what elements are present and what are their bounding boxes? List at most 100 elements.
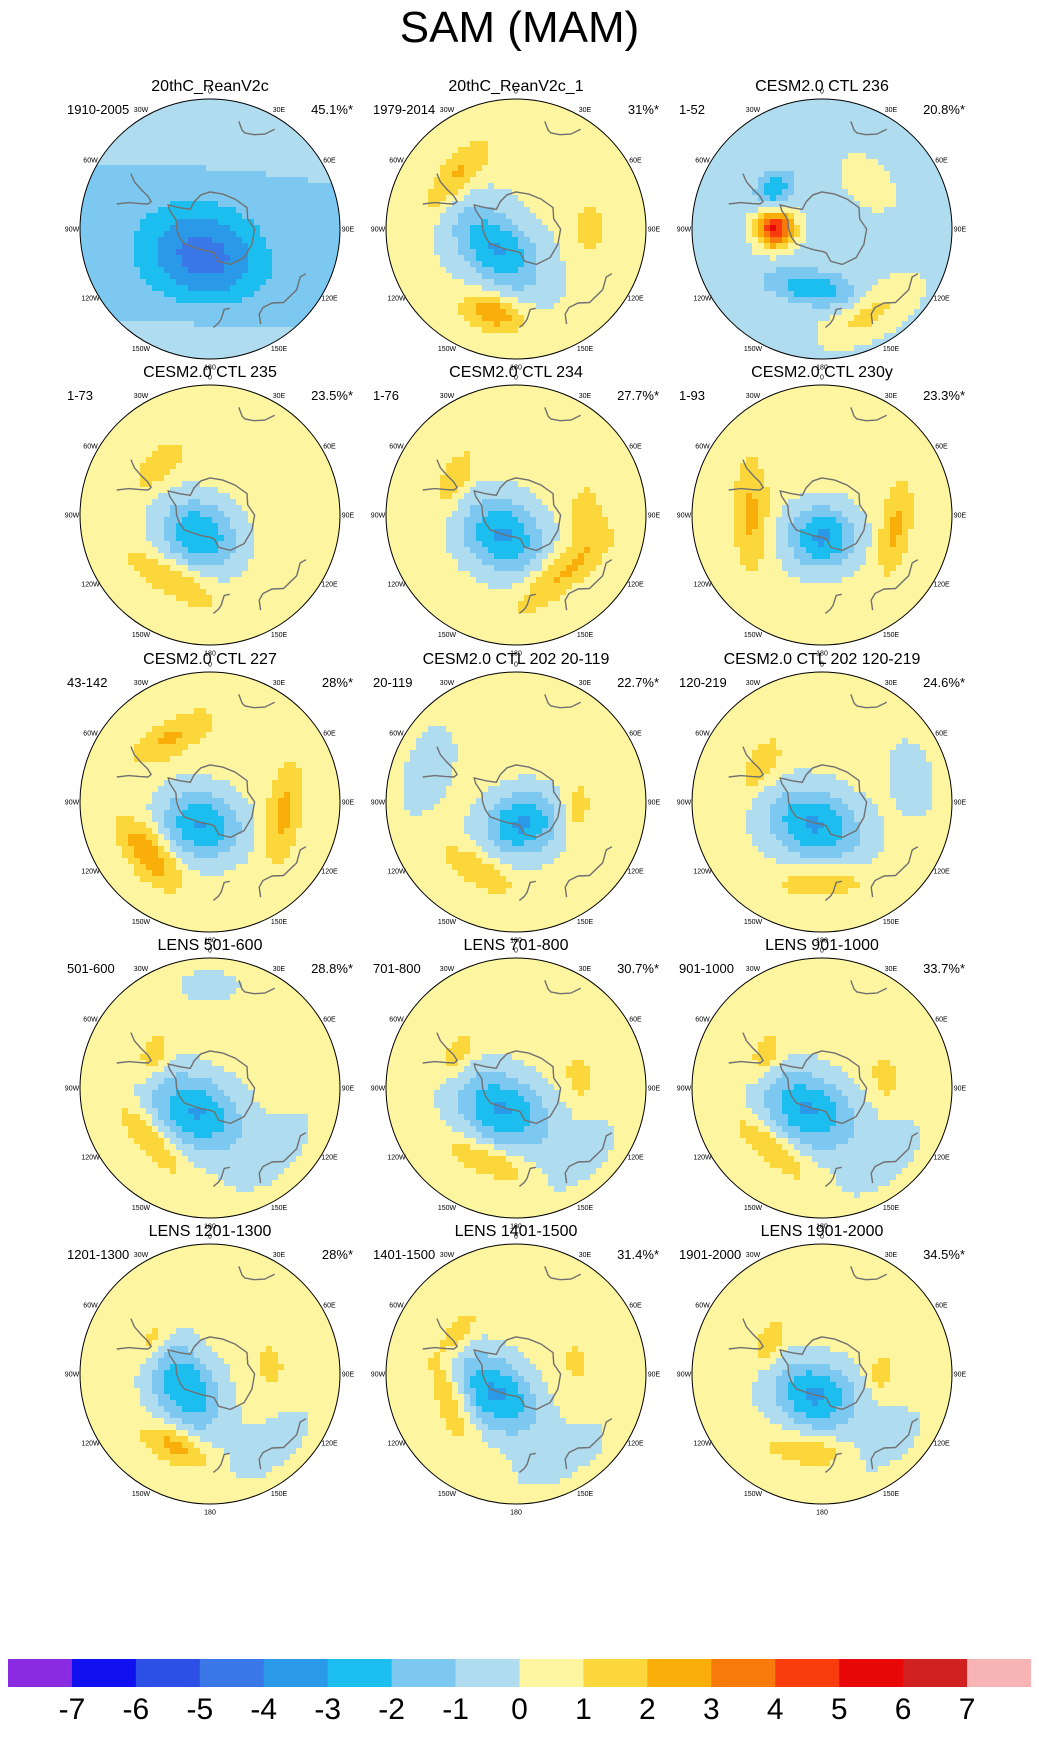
field-cell	[410, 171, 417, 178]
field-cell	[602, 267, 609, 274]
field-cell	[482, 129, 489, 136]
field-cell	[560, 111, 567, 118]
field-cell	[878, 201, 885, 208]
field-cell	[98, 177, 105, 184]
field-cell	[536, 339, 543, 346]
field-cell	[740, 123, 747, 130]
field-cell	[254, 111, 261, 118]
field-cell	[908, 195, 915, 202]
field-cell	[752, 207, 759, 214]
field-cell	[116, 183, 123, 190]
field-cell	[704, 219, 711, 226]
field-cell	[818, 171, 825, 178]
field-cell	[806, 153, 813, 160]
field-cell	[200, 213, 207, 220]
field-cell	[812, 135, 819, 142]
field-cell	[860, 195, 867, 202]
field-cell	[224, 255, 231, 262]
field-cell	[584, 279, 591, 286]
field-cell	[908, 213, 915, 220]
field-cell	[710, 225, 717, 232]
field-cell	[734, 219, 741, 226]
field-cell	[446, 129, 453, 136]
field-cell	[740, 267, 747, 274]
field-cell	[620, 171, 627, 178]
field-cell	[128, 261, 135, 268]
field-cell	[272, 243, 279, 250]
field-cell	[140, 153, 147, 160]
field-cell	[926, 165, 933, 172]
field-cell	[728, 141, 735, 148]
field-cell	[470, 273, 477, 280]
field-cell	[446, 261, 453, 268]
field-cell	[596, 201, 603, 208]
field-cell	[236, 219, 243, 226]
field-cell	[200, 409, 207, 416]
field-cell	[182, 273, 189, 280]
field-cell	[500, 105, 507, 112]
field-cell	[716, 177, 723, 184]
field-cell	[464, 309, 471, 316]
field-cell	[302, 291, 309, 298]
field-cell	[806, 243, 813, 250]
field-cell	[434, 291, 441, 298]
field-cell	[182, 309, 189, 316]
field-cell	[230, 177, 237, 184]
field-cell	[854, 159, 861, 166]
field-cell	[230, 409, 237, 416]
field-cell	[812, 177, 819, 184]
field-cell	[752, 225, 759, 232]
field-cell	[518, 273, 525, 280]
field-cell	[422, 183, 429, 190]
field-cell	[212, 123, 219, 130]
field-cell	[338, 195, 340, 202]
field-cell	[578, 219, 585, 226]
field-cell	[188, 385, 195, 392]
field-cell	[218, 117, 225, 124]
field-cell	[410, 261, 417, 268]
field-cell	[410, 201, 417, 208]
field-cell	[818, 159, 825, 166]
field-cell	[200, 201, 207, 208]
field-cell	[734, 153, 741, 160]
field-cell	[566, 237, 573, 244]
field-cell	[722, 177, 729, 184]
field-cell	[440, 135, 447, 142]
field-cell	[260, 141, 267, 148]
field-cell	[158, 321, 165, 328]
field-cell	[506, 171, 513, 178]
field-cell	[140, 415, 147, 422]
field-cell	[488, 105, 495, 112]
field-cell	[878, 177, 885, 184]
field-cell	[230, 321, 237, 328]
field-cell	[938, 255, 945, 262]
field-cell	[314, 273, 321, 280]
field-cell	[614, 135, 621, 142]
field-cell	[770, 333, 777, 340]
field-cell	[602, 159, 609, 166]
field-cell	[620, 285, 627, 292]
field-cell	[434, 315, 441, 322]
field-cell	[836, 165, 843, 172]
field-cell	[590, 177, 597, 184]
field-cell	[224, 99, 231, 106]
field-cell	[284, 303, 291, 310]
field-cell	[812, 285, 819, 292]
field-cell	[704, 255, 711, 262]
field-cell	[644, 255, 646, 262]
field-cell	[800, 135, 807, 142]
field-cell	[878, 183, 885, 190]
field-cell	[926, 267, 933, 274]
field-cell	[884, 177, 891, 184]
field-cell	[272, 409, 279, 416]
field-cell	[200, 397, 207, 404]
field-cell	[458, 135, 465, 142]
field-cell	[710, 195, 717, 202]
field-cell	[824, 315, 831, 322]
field-cell	[584, 213, 591, 220]
field-cell	[428, 201, 435, 208]
field-cell	[152, 267, 159, 274]
field-cell	[236, 159, 243, 166]
field-cell	[764, 327, 771, 334]
field-cell	[806, 201, 813, 208]
